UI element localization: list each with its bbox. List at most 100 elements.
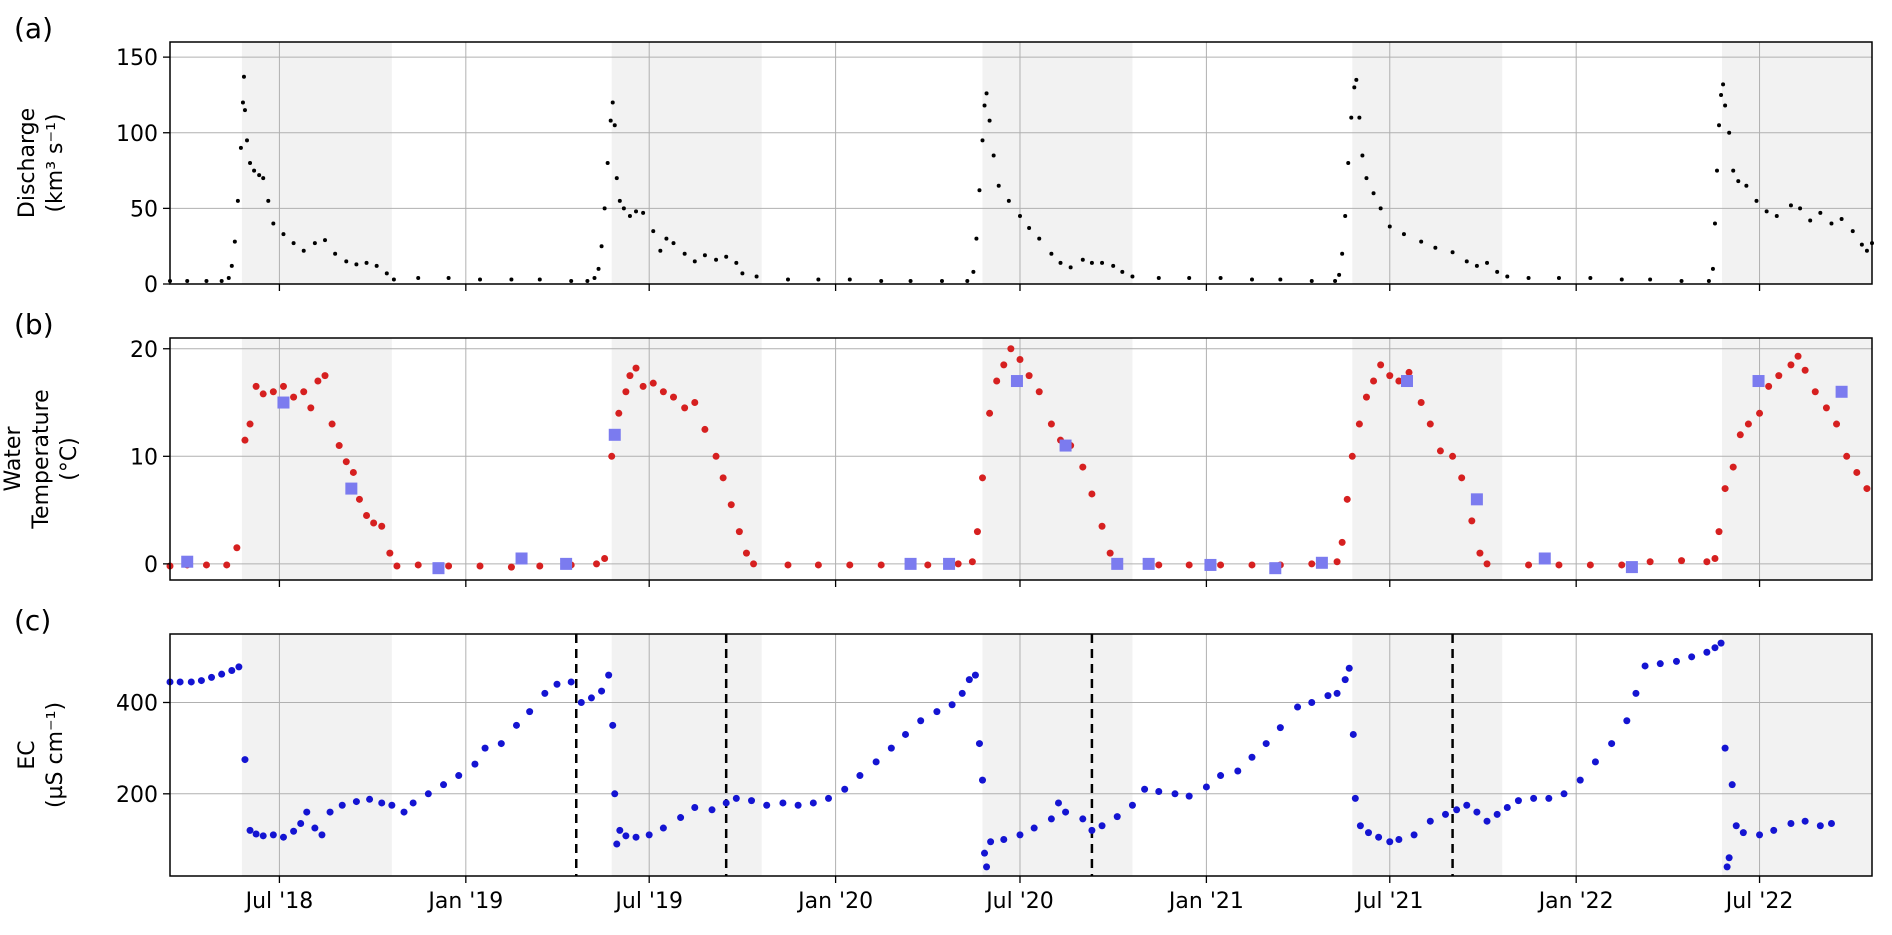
data-point xyxy=(1710,266,1715,271)
data-point xyxy=(750,560,758,568)
data-point xyxy=(1035,388,1043,396)
data-point xyxy=(664,236,669,241)
data-point xyxy=(204,278,209,283)
data-point xyxy=(1744,420,1752,428)
data-point xyxy=(1688,653,1696,661)
data-point xyxy=(378,799,386,807)
data-point xyxy=(982,103,987,108)
data-point xyxy=(1276,724,1284,732)
data-point xyxy=(414,561,422,569)
data-point xyxy=(1436,447,1444,455)
data-point xyxy=(708,806,716,814)
data-point xyxy=(259,390,267,398)
data-point xyxy=(608,452,616,460)
data-point xyxy=(378,522,386,530)
data-point xyxy=(847,277,852,282)
data-point xyxy=(659,388,667,396)
data-point xyxy=(691,399,699,407)
data-point-square xyxy=(1470,493,1483,506)
data-point xyxy=(446,275,451,280)
data-point xyxy=(335,442,343,450)
data-point xyxy=(612,123,617,128)
data-point xyxy=(226,275,231,280)
data-point xyxy=(611,790,619,798)
data-point xyxy=(526,708,534,716)
x-tick-label: Jan '22 xyxy=(1537,889,1614,914)
data-point xyxy=(290,827,298,835)
data-point xyxy=(1493,810,1501,818)
data-point xyxy=(948,701,956,709)
data-point xyxy=(615,409,623,417)
data-point xyxy=(233,544,241,552)
data-point xyxy=(1308,698,1316,706)
data-point xyxy=(333,251,338,256)
data-point xyxy=(471,760,479,768)
data-point xyxy=(1362,393,1370,401)
data-point xyxy=(605,671,613,679)
data-point xyxy=(740,271,745,276)
y-axis-label: Temperature xyxy=(29,389,54,529)
data-point xyxy=(984,91,989,96)
data-point xyxy=(616,826,624,834)
data-point xyxy=(601,554,609,562)
data-point xyxy=(1503,804,1511,812)
data-point xyxy=(1395,377,1403,385)
data-point xyxy=(1356,822,1364,830)
data-point xyxy=(1798,206,1803,211)
data-point xyxy=(983,863,991,871)
data-point xyxy=(1027,226,1032,231)
data-point xyxy=(958,689,966,697)
data-point xyxy=(609,721,617,729)
data-point xyxy=(986,409,994,417)
data-point-square xyxy=(1625,561,1638,574)
data-point xyxy=(1249,277,1254,282)
data-point xyxy=(1787,819,1795,827)
data-point-square xyxy=(560,557,573,570)
data-point xyxy=(455,772,463,780)
data-point xyxy=(1348,452,1356,460)
data-point xyxy=(246,826,254,834)
data-point xyxy=(1801,817,1809,825)
data-point xyxy=(1007,345,1015,353)
data-point xyxy=(307,404,315,412)
data-point xyxy=(1309,278,1314,283)
shaded-period-2 xyxy=(611,42,762,284)
data-point xyxy=(290,393,298,401)
data-point xyxy=(939,278,944,283)
data-point-square xyxy=(515,552,528,565)
y-tick-label: 0 xyxy=(144,273,158,298)
data-point xyxy=(1375,833,1383,841)
data-point xyxy=(1723,103,1728,108)
shaded-period-1 xyxy=(241,634,392,876)
data-point xyxy=(301,248,306,253)
data-point xyxy=(1349,730,1357,738)
data-point xyxy=(1706,278,1711,283)
data-point xyxy=(1156,275,1161,280)
data-point xyxy=(344,259,349,264)
data-point xyxy=(1863,485,1871,493)
data-point xyxy=(1787,361,1795,369)
data-point xyxy=(1843,452,1851,460)
panel-a: 0 50 100 150 (a) Discharge (km³ s⁻¹) xyxy=(14,12,1874,298)
panel-label: (c) xyxy=(14,604,51,637)
data-point xyxy=(1419,239,1424,244)
panel-c: Jul '18 Jan '19 Jul '19 Jan '20 Jul '20 Jan '… xyxy=(14,604,1873,914)
data-point xyxy=(1030,824,1038,832)
data-point xyxy=(1364,829,1372,837)
data-point xyxy=(971,671,979,679)
data-point xyxy=(1474,263,1479,268)
data-point xyxy=(1770,826,1778,834)
y-axis-label: (µS cm⁻¹) xyxy=(43,702,68,808)
data-point-square xyxy=(1752,375,1765,388)
data-point xyxy=(1068,265,1073,270)
data-point xyxy=(1111,263,1116,268)
data-point xyxy=(291,241,296,246)
data-point xyxy=(314,377,322,385)
data-point xyxy=(1711,644,1719,652)
data-point xyxy=(1485,260,1490,265)
data-point xyxy=(1234,767,1242,775)
data-point xyxy=(1641,662,1649,670)
data-point xyxy=(1555,561,1563,569)
data-point xyxy=(1717,123,1722,128)
data-point xyxy=(933,708,941,716)
